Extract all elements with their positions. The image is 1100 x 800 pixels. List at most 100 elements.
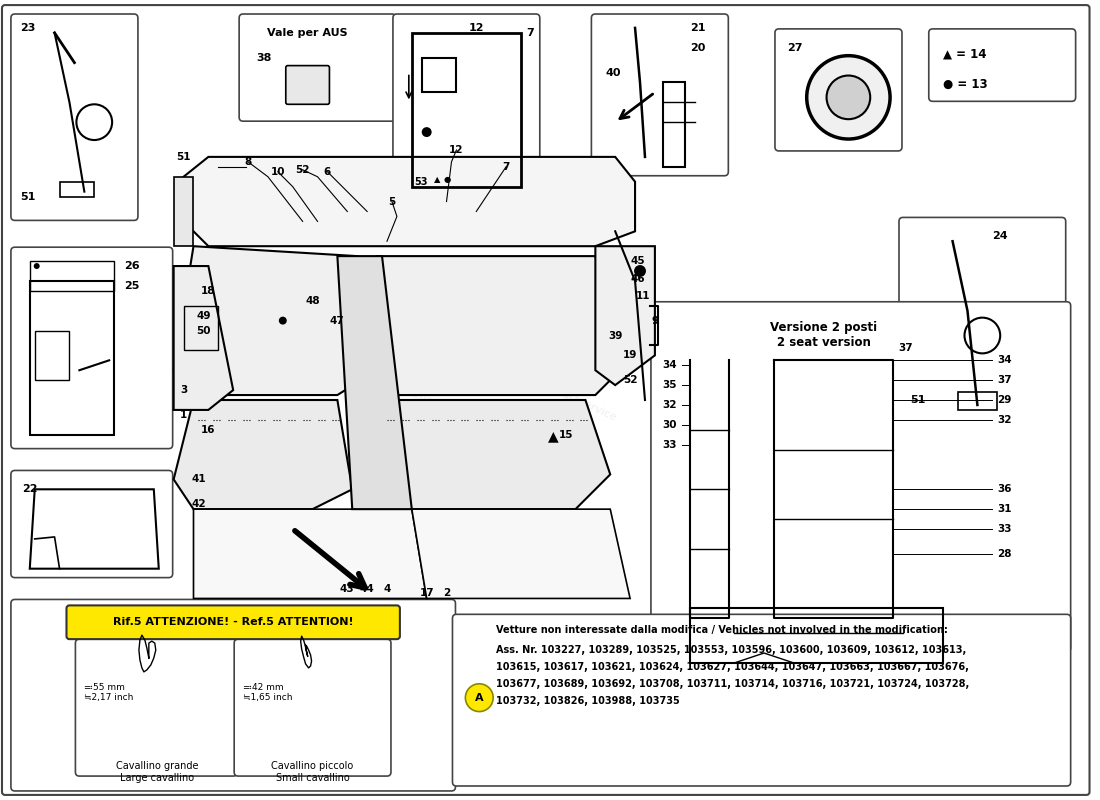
- Text: 10: 10: [271, 166, 285, 177]
- Polygon shape: [174, 246, 377, 395]
- Text: 35: 35: [662, 380, 676, 390]
- FancyBboxPatch shape: [11, 599, 455, 791]
- FancyBboxPatch shape: [239, 14, 396, 121]
- Text: professionaldataservice: professionaldataservice: [384, 378, 509, 442]
- FancyBboxPatch shape: [11, 470, 173, 578]
- Text: 8: 8: [244, 157, 252, 167]
- Text: 38: 38: [256, 53, 272, 62]
- Text: 45: 45: [630, 256, 646, 266]
- Circle shape: [806, 56, 890, 139]
- Text: 33: 33: [998, 524, 1012, 534]
- Text: 29: 29: [998, 395, 1012, 405]
- Text: 43: 43: [340, 583, 354, 594]
- Text: 20: 20: [690, 42, 705, 53]
- Text: 1: 1: [180, 410, 187, 420]
- Circle shape: [278, 317, 287, 325]
- Text: ▲ = 14: ▲ = 14: [943, 48, 987, 61]
- Text: 32: 32: [662, 400, 676, 410]
- Bar: [421, 58, 456, 92]
- Text: 16: 16: [201, 425, 216, 434]
- Text: 33: 33: [662, 440, 676, 450]
- Text: 51: 51: [910, 395, 925, 405]
- Text: 50: 50: [196, 326, 211, 335]
- Text: 37: 37: [998, 375, 1012, 385]
- Bar: [957, 392, 998, 410]
- Text: 24: 24: [992, 231, 1008, 242]
- Circle shape: [421, 127, 431, 137]
- Text: Cavallino grande
Large cavallino: Cavallino grande Large cavallino: [116, 762, 198, 783]
- Text: 22: 22: [22, 484, 37, 494]
- Polygon shape: [194, 509, 427, 598]
- Bar: [59, 182, 95, 197]
- Text: 23: 23: [20, 23, 35, 33]
- FancyBboxPatch shape: [76, 639, 238, 776]
- Text: 26: 26: [124, 261, 140, 271]
- Text: 4: 4: [383, 583, 390, 594]
- Polygon shape: [595, 246, 654, 385]
- Text: 42: 42: [191, 499, 206, 509]
- FancyBboxPatch shape: [393, 14, 540, 195]
- Polygon shape: [174, 266, 233, 410]
- Circle shape: [826, 75, 870, 119]
- Text: 12: 12: [469, 23, 484, 33]
- Text: 41: 41: [191, 474, 206, 484]
- Text: Vale per AUS: Vale per AUS: [267, 28, 348, 38]
- Bar: [690, 608, 943, 663]
- Polygon shape: [411, 509, 630, 598]
- Text: 39: 39: [608, 330, 623, 341]
- FancyBboxPatch shape: [776, 29, 902, 151]
- Bar: [663, 82, 684, 167]
- Text: 48: 48: [306, 296, 320, 306]
- Text: ▲: ▲: [433, 174, 440, 184]
- Circle shape: [634, 265, 646, 277]
- Text: 11: 11: [636, 291, 650, 301]
- FancyBboxPatch shape: [592, 14, 728, 176]
- FancyBboxPatch shape: [651, 302, 1070, 652]
- Text: professionaldataservice: professionaldataservice: [494, 358, 618, 422]
- Polygon shape: [377, 400, 610, 509]
- Text: 31: 31: [998, 504, 1012, 514]
- Text: Cavallino piccolo
Small cavallino: Cavallino piccolo Small cavallino: [272, 762, 354, 783]
- Text: 6: 6: [323, 166, 331, 177]
- Text: A: A: [475, 693, 484, 702]
- Text: 36: 36: [998, 484, 1012, 494]
- Text: 18: 18: [201, 286, 216, 296]
- Bar: [35, 330, 69, 380]
- Text: 51: 51: [176, 152, 190, 162]
- Bar: [30, 261, 114, 291]
- Text: 40: 40: [605, 67, 620, 78]
- Text: 53: 53: [414, 177, 427, 186]
- Polygon shape: [377, 256, 620, 395]
- Text: 9: 9: [651, 316, 659, 326]
- FancyBboxPatch shape: [928, 29, 1076, 102]
- Text: ●: ●: [443, 174, 451, 184]
- FancyBboxPatch shape: [2, 5, 1089, 795]
- Text: 15: 15: [559, 430, 573, 440]
- FancyBboxPatch shape: [234, 639, 390, 776]
- Text: 47: 47: [330, 316, 344, 326]
- Text: ● = 13: ● = 13: [943, 78, 988, 90]
- FancyBboxPatch shape: [66, 606, 400, 639]
- Text: 52: 52: [623, 375, 637, 385]
- Polygon shape: [174, 177, 194, 246]
- Text: 103677, 103689, 103692, 103708, 103711, 103714, 103716, 103721, 103724, 103728,: 103677, 103689, 103692, 103708, 103711, …: [496, 678, 969, 689]
- Text: 3: 3: [180, 385, 187, 395]
- Text: 37: 37: [898, 343, 913, 354]
- Text: 32: 32: [998, 415, 1012, 425]
- Text: Rif.5 ATTENZIONE! - Ref.5 ATTENTION!: Rif.5 ATTENZIONE! - Ref.5 ATTENTION!: [113, 618, 353, 627]
- Text: 51: 51: [20, 191, 35, 202]
- Text: Ass. Nr. 103227, 103289, 103525, 103553, 103596, 103600, 103609, 103612, 103613,: Ass. Nr. 103227, 103289, 103525, 103553,…: [496, 645, 967, 655]
- Text: 7: 7: [526, 28, 534, 38]
- Text: 12: 12: [449, 145, 464, 155]
- Text: 2: 2: [443, 589, 450, 598]
- Text: ≕42 mm
≒1,65 inch: ≕42 mm ≒1,65 inch: [243, 683, 293, 702]
- Text: 7: 7: [503, 162, 509, 172]
- FancyBboxPatch shape: [11, 247, 173, 449]
- Text: ▲: ▲: [549, 430, 559, 444]
- Text: 103615, 103617, 103621, 103624, 103627, 103644, 103647, 103663, 103667, 103676,: 103615, 103617, 103621, 103624, 103627, …: [496, 662, 969, 672]
- Polygon shape: [184, 157, 635, 246]
- Text: 46: 46: [630, 274, 646, 284]
- Bar: [411, 33, 521, 186]
- Polygon shape: [338, 256, 411, 509]
- Text: 21: 21: [690, 23, 705, 33]
